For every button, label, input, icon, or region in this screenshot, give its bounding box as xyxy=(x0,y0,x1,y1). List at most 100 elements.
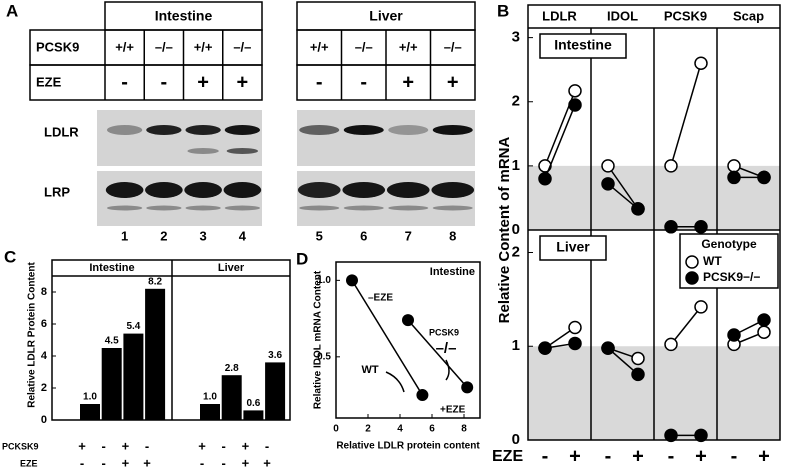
point xyxy=(568,320,582,335)
x-tick-label: 4 xyxy=(397,424,403,435)
y-tick-label: 6 xyxy=(41,318,47,330)
connector xyxy=(607,165,639,210)
lane-number: 8 xyxy=(449,228,456,243)
band xyxy=(224,125,261,135)
point xyxy=(664,428,678,443)
point xyxy=(346,274,358,287)
row-mark: - xyxy=(102,438,106,453)
row-mark: - xyxy=(80,455,84,470)
y-tick-label: 0 xyxy=(41,414,47,426)
row-mark: + xyxy=(143,455,151,470)
bar xyxy=(243,410,264,420)
panel-title: Intestine xyxy=(554,37,612,53)
genotype: –/– xyxy=(155,39,173,54)
point xyxy=(757,325,771,339)
row-mark: - xyxy=(222,438,226,453)
treatment: + xyxy=(402,71,414,93)
x-tick-label: + xyxy=(695,445,707,467)
point xyxy=(727,170,741,185)
band xyxy=(343,205,384,211)
legend-swatch xyxy=(685,271,699,285)
point xyxy=(664,337,678,352)
point xyxy=(461,381,474,394)
row-mark: + xyxy=(242,455,250,470)
x-axis-label: EZE xyxy=(492,448,523,465)
y-axis-label: Relative LDLR Protein Content xyxy=(27,262,38,408)
row-label: EZE xyxy=(20,458,38,468)
band xyxy=(146,125,182,135)
row-label: PCSK9 xyxy=(36,39,79,54)
band xyxy=(106,205,143,211)
lane-number: 4 xyxy=(239,228,247,243)
row-label: EZE xyxy=(36,74,62,89)
point xyxy=(727,159,741,173)
blot xyxy=(297,171,475,226)
series-label: PCSK9 xyxy=(429,327,459,337)
panel-letter: D xyxy=(296,249,308,268)
series-line xyxy=(407,319,468,388)
x-tick-label: 0 xyxy=(333,424,339,435)
row-mark: + xyxy=(78,438,86,453)
column-header: PCSK9 xyxy=(664,8,707,23)
treatment: + xyxy=(237,71,249,93)
panel-title: Liver xyxy=(556,239,590,255)
band xyxy=(184,182,222,198)
blot xyxy=(297,110,475,166)
band xyxy=(388,205,429,211)
lane-number: 6 xyxy=(360,228,367,243)
panel-letter: C xyxy=(4,247,16,266)
chart-title: Intestine xyxy=(430,266,475,278)
point xyxy=(402,314,414,327)
x-tick-label: 6 xyxy=(429,424,435,435)
band xyxy=(431,182,475,198)
value-label: 3.6 xyxy=(268,350,282,361)
x-tick-label: - xyxy=(668,445,675,467)
point xyxy=(601,341,615,355)
arrow xyxy=(385,371,405,393)
treatment: - xyxy=(360,71,367,93)
point xyxy=(631,202,645,216)
point xyxy=(538,171,552,186)
x-tick-label: + xyxy=(758,445,770,467)
treatment: - xyxy=(316,71,323,93)
band xyxy=(224,205,261,211)
y-tick-label: 3 xyxy=(512,29,520,46)
value-label: 5.4 xyxy=(126,321,140,332)
row-cell xyxy=(29,64,263,101)
x-tick-label: + xyxy=(569,445,581,467)
point xyxy=(694,220,708,234)
y-tick-label: 0.5 xyxy=(317,351,331,362)
row-mark: + xyxy=(198,438,206,453)
treatment: - xyxy=(121,71,128,93)
genotype: +/+ xyxy=(310,39,329,54)
band xyxy=(223,182,262,198)
legend-label: WT xyxy=(703,254,722,268)
title-box xyxy=(539,33,627,59)
y-tick-label: 1 xyxy=(512,157,520,174)
connector xyxy=(670,306,702,345)
annotation: +EZE xyxy=(440,405,466,416)
group-title: Liver xyxy=(218,262,245,274)
bar xyxy=(145,288,166,420)
connector xyxy=(544,104,576,179)
legend-title: Genotype xyxy=(701,237,757,251)
band xyxy=(105,182,144,198)
panel-letter: B xyxy=(497,1,509,20)
band xyxy=(297,182,341,198)
lane-number: 2 xyxy=(160,228,167,243)
genotype: +/+ xyxy=(115,39,134,54)
plot-frame xyxy=(335,261,481,419)
point xyxy=(727,328,741,342)
band xyxy=(106,125,143,135)
point xyxy=(568,98,582,112)
treatment: + xyxy=(197,71,209,93)
lane-number: 3 xyxy=(200,228,207,243)
treatment: - xyxy=(161,71,168,93)
band xyxy=(187,148,219,154)
series-line xyxy=(351,279,424,396)
row-label: PCKSK9 xyxy=(2,441,39,451)
annotation: –EZE xyxy=(368,293,393,304)
point xyxy=(601,159,615,173)
x-tick-label: - xyxy=(731,445,738,467)
annotation: –/– xyxy=(436,340,457,357)
